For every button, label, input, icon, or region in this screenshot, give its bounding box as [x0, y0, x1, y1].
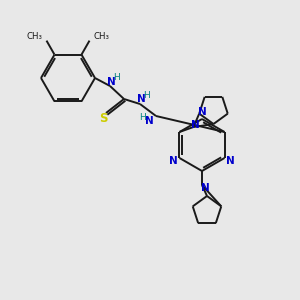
- Text: H: H: [114, 73, 120, 82]
- Text: N: N: [145, 116, 153, 126]
- Text: CH₃: CH₃: [94, 32, 109, 41]
- Text: N: N: [198, 107, 206, 117]
- Text: N: N: [226, 157, 235, 166]
- Text: N: N: [136, 94, 146, 104]
- Text: N: N: [201, 183, 209, 193]
- Text: N: N: [191, 120, 200, 130]
- Text: CH₃: CH₃: [26, 32, 43, 41]
- Text: H: H: [139, 112, 145, 122]
- Text: S: S: [99, 112, 107, 124]
- Text: N: N: [169, 157, 178, 166]
- Text: N: N: [106, 77, 116, 87]
- Text: H: H: [144, 92, 150, 100]
